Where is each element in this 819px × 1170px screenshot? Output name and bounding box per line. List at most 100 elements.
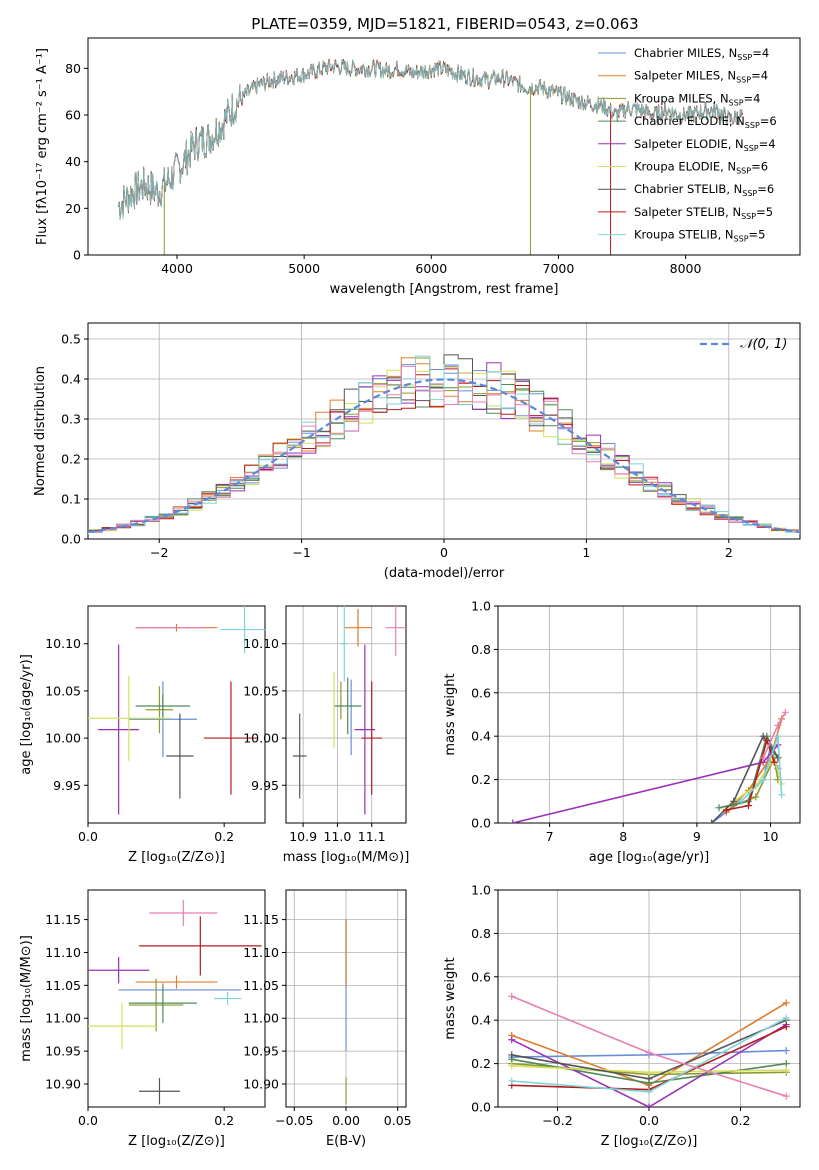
x-tick-label: 2	[725, 545, 733, 560]
x-tick-label: 0.0	[639, 1113, 659, 1128]
errorbar-point	[340, 606, 348, 682]
histogram-step-line	[88, 355, 800, 533]
errorbar-point	[98, 644, 140, 815]
grid-lines	[286, 606, 406, 823]
weight-lines	[508, 992, 790, 1107]
x-tick-label: −2	[150, 545, 168, 560]
weight-point-marker	[782, 1014, 790, 1022]
weight-point-marker	[645, 1068, 653, 1076]
errorbar-point	[334, 677, 362, 735]
legend-label: Chabrier MILES, NSSP=4	[634, 46, 769, 62]
x-tick-label: −0.2	[542, 1113, 572, 1128]
y-tick-label: 0.2	[471, 772, 491, 787]
plot-frame	[285, 889, 407, 1108]
errorbar-points	[88, 899, 262, 1105]
plot-frame	[87, 889, 266, 1108]
age-vs-mass-panel: 10.9 11.0 11.1 9.95 10.00 10.05 10.10 mass [log…	[243, 605, 409, 865]
weight-series-line	[512, 744, 779, 823]
y-tick-label: 10.95	[243, 1044, 279, 1059]
y-tick-label: 11.10	[243, 945, 279, 960]
mass-vs-Z-panel: 0.0 0.2 10.90 10.95 11.00 11.05 11.10 11.15 Z [l…	[19, 889, 266, 1149]
weight-point-marker	[759, 754, 767, 762]
weight-point-marker	[722, 806, 730, 814]
x-axis-label: Z [log₁₀(Z/Z⊙)]	[128, 1134, 225, 1149]
x-axis-label: (data-model)/error	[384, 566, 505, 581]
x-tick-label: 0.0	[78, 829, 98, 844]
errorbar-point	[88, 1003, 157, 1050]
legend-label-main: Kroupa STELIB, N	[634, 228, 734, 242]
errorbar-point	[128, 983, 197, 1023]
legend-label: Salpeter ELODIE, NSSP=4	[634, 137, 776, 153]
y-tick-label: 11.05	[45, 978, 81, 993]
x-tick-label: 8	[619, 829, 627, 844]
plot-frame	[497, 605, 801, 824]
x-tick-label: 0.2	[731, 1113, 751, 1128]
x-tick-label: 0.2	[214, 829, 234, 844]
errorbar-point	[385, 606, 406, 657]
y-tick-label: 10.10	[45, 636, 81, 651]
weight-point-marker	[774, 732, 782, 740]
weight-vs-Z-panel: −0.2 0.0 0.2 0.0 0.2 0.4 0.6 0.8 1.0 Z [log₁₀(Z/Z…	[443, 883, 801, 1149]
errorbar-point	[135, 694, 191, 718]
y-tick-label: 0.5	[61, 332, 81, 347]
y-tick-label: 0.8	[471, 926, 491, 941]
weight-point-marker	[508, 1036, 516, 1044]
legend-label-suffix: =4	[759, 137, 776, 151]
y-tick-label: 11.00	[243, 1011, 279, 1026]
x-tick-label: 7000	[543, 261, 575, 276]
weight-lines	[509, 708, 789, 823]
legend-label-main: Kroupa MILES, N	[634, 91, 729, 105]
errorbar-point	[149, 899, 218, 927]
y-axis-label: Flux [fλ10⁻¹⁷ erg cm⁻² s⁻¹ A⁻¹]	[35, 48, 50, 245]
weight-series-line	[711, 734, 779, 823]
x-axis-label: E(B-V)	[326, 1134, 366, 1149]
weight-point-marker	[778, 791, 786, 799]
y-tick-label: 0.6	[471, 969, 491, 984]
plot-frame	[87, 37, 801, 256]
x-axis-label: Z [log₁₀(Z/Z⊙)]	[128, 850, 225, 865]
weight-point-marker	[508, 1077, 516, 1085]
mass-vs-ebv-panel: −0.05 0.00 0.05 10.90 10.95 11.00 11.05 11.10 11…	[243, 889, 412, 1149]
y-axis-label: age [log₁₀(age/yr)]	[19, 654, 34, 775]
weight-point-marker	[759, 776, 767, 784]
legend-label-main: Chabrier ELODIE, N	[634, 114, 745, 128]
legend-label: Salpeter MILES, NSSP=4	[634, 69, 768, 85]
legend-label-suffix: =5	[756, 205, 773, 219]
errorbar-point	[128, 978, 184, 1032]
legend-label-sub: SSP	[736, 76, 751, 85]
errorbar-point	[344, 608, 372, 647]
x-tick-label: 11.1	[358, 829, 386, 844]
legend-label: Chabrier ELODIE, NSSP=6	[634, 114, 777, 130]
y-tick-label: 11.15	[243, 912, 279, 927]
y-tick-label: 0.1	[61, 492, 81, 507]
y-axis-label: mass weight	[443, 957, 458, 1039]
weight-point-marker	[730, 797, 738, 805]
weight-point-marker	[708, 819, 716, 823]
weight-series-line	[725, 718, 783, 813]
errorbar-point	[292, 713, 307, 799]
y-tick-label: 40	[65, 154, 81, 169]
weight-point-marker	[508, 992, 516, 1000]
errorbar-point	[88, 675, 170, 761]
y-tick-label: 0.4	[471, 729, 491, 744]
weight-point-marker	[645, 1088, 653, 1096]
x-tick-label: 10	[763, 829, 779, 844]
y-tick-label: 0.6	[471, 685, 491, 700]
y-tick-label: 1.0	[471, 599, 491, 614]
legend-label: Kroupa MILES, NSSP=4	[634, 91, 760, 107]
x-tick-label: 0.2	[214, 1113, 234, 1128]
x-tick-label: 0	[440, 545, 448, 560]
legend-label-sub: SSP	[741, 212, 756, 221]
y-tick-label: 0.2	[61, 452, 81, 467]
y-tick-label: 10.05	[243, 683, 279, 698]
legend-label: 𝒩(0, 1)	[740, 337, 787, 352]
x-tick-label: 1	[582, 545, 590, 560]
y-axis-label: Normed distribution	[33, 366, 48, 496]
weight-point-marker	[508, 1062, 516, 1070]
legend-label-sub: SSP	[745, 121, 760, 130]
x-axis-label: age [log₁₀(age/yr)]	[589, 850, 710, 865]
y-tick-label: 10.00	[243, 731, 279, 746]
errorbar-point	[135, 975, 218, 989]
weight-point-marker	[744, 802, 752, 810]
